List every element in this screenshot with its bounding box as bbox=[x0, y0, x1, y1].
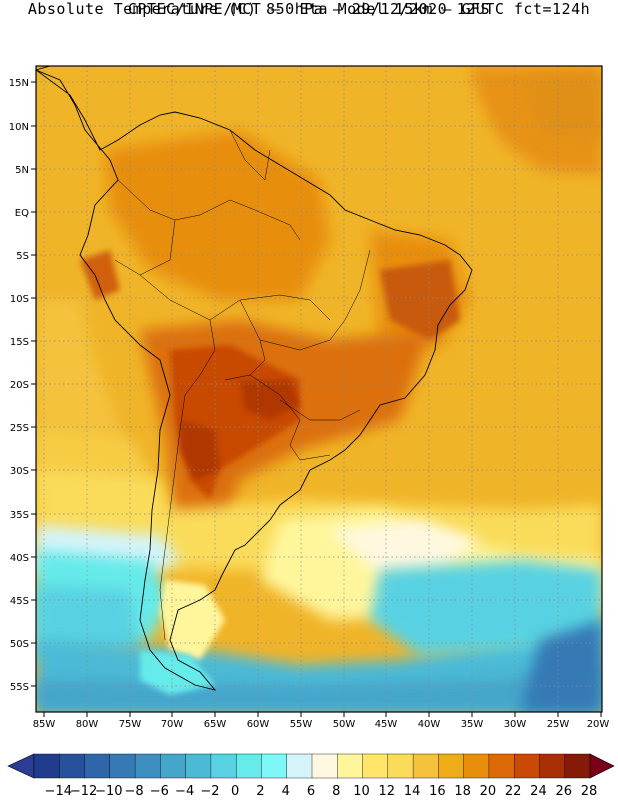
lon-label: 40W bbox=[418, 719, 441, 730]
colorbar-swatch bbox=[185, 753, 212, 779]
colorbar-swatches bbox=[33, 753, 591, 779]
colorbar-swatch bbox=[286, 753, 313, 779]
colorbar-overflow-arrow bbox=[589, 753, 615, 779]
colorbar-swatch bbox=[337, 753, 364, 779]
colorbar-swatch bbox=[210, 753, 237, 779]
lat-label: 25S bbox=[10, 423, 29, 434]
colorbar-swatch bbox=[109, 753, 136, 779]
lat-label: 10N bbox=[9, 122, 29, 133]
colorbar-swatch bbox=[463, 753, 490, 779]
colorbar-label: 6 bbox=[307, 784, 315, 799]
lat-label: 20S bbox=[10, 380, 29, 391]
colorbar-swatch bbox=[412, 753, 439, 779]
colorbar-swatch bbox=[362, 753, 389, 779]
colorbar-swatch bbox=[33, 753, 60, 779]
colorbar-label: 14 bbox=[404, 784, 421, 799]
axis-ticks bbox=[31, 81, 602, 717]
temperature-field bbox=[36, 66, 602, 712]
lon-label: 45W bbox=[375, 719, 398, 730]
lon-label: 30W bbox=[504, 719, 527, 730]
map-title-line-2: Absolute Temperature (C) 850hPa – 29/12/… bbox=[27, 0, 591, 18]
lon-label: 50W bbox=[333, 719, 356, 730]
colorbar-label: 26 bbox=[555, 784, 572, 799]
colorbar-label: 4 bbox=[282, 784, 290, 799]
plot-frame bbox=[35, 65, 603, 713]
colorbar-label: 20 bbox=[480, 784, 497, 799]
lat-label: 5N bbox=[15, 165, 29, 176]
colorbar-swatch bbox=[438, 753, 465, 779]
lat-label: 40S bbox=[10, 553, 29, 564]
lon-label: 85W bbox=[33, 719, 56, 730]
colorbar-swatch bbox=[539, 753, 566, 779]
country-borders bbox=[114, 129, 371, 641]
latitude-labels: 15N 10N 5N EQ 5S 10S 15S 20S 25S 30S 35S… bbox=[9, 78, 29, 693]
colorbar-swatch bbox=[84, 753, 111, 779]
lon-label: 25W bbox=[547, 719, 570, 730]
colorbar: −14−12−10 −8 −6 −4 −2 0 2 4 6 8 10 12 14 16 18 20 22 24 26… bbox=[7, 753, 615, 799]
lon-label: 55W bbox=[290, 719, 313, 730]
colorbar-label: −10 bbox=[95, 784, 122, 799]
colorbar-label: −14 bbox=[45, 784, 72, 799]
colorbar-label: −8 bbox=[125, 784, 144, 799]
colorbar-swatch bbox=[261, 753, 288, 779]
lat-label: 45S bbox=[10, 596, 29, 607]
colorbar-swatch bbox=[387, 753, 414, 779]
lat-label: 10S bbox=[10, 294, 29, 305]
colorbar-swatch bbox=[134, 753, 161, 779]
colorbar-label: 16 bbox=[429, 784, 446, 799]
lon-label: 60W bbox=[247, 719, 270, 730]
lat-label: EQ bbox=[15, 208, 29, 219]
colorbar-swatch bbox=[160, 753, 187, 779]
colorbar-swatch bbox=[59, 753, 86, 779]
map-title-line-1: CPTEC/INPE/MCT – Eta Model 15km – GFS bbox=[127, 0, 491, 18]
lat-label: 15S bbox=[10, 337, 29, 348]
lon-label: 70W bbox=[161, 719, 184, 730]
colorbar-label: −4 bbox=[175, 784, 194, 799]
colorbar-label: 2 bbox=[256, 784, 264, 799]
colorbar-label: 12 bbox=[379, 784, 396, 799]
coastlines bbox=[36, 66, 473, 691]
lat-label: 5S bbox=[16, 251, 29, 262]
colorbar-swatch bbox=[235, 753, 262, 779]
lat-label: 15N bbox=[9, 78, 29, 89]
colorbar-label: −2 bbox=[200, 784, 219, 799]
colorbar-swatch bbox=[513, 753, 540, 779]
lat-label: 30S bbox=[10, 466, 29, 477]
colorbar-label: 0 bbox=[231, 784, 239, 799]
lon-label: 65W bbox=[204, 719, 227, 730]
colorbar-label: −6 bbox=[150, 784, 169, 799]
lat-label: 50S bbox=[10, 639, 29, 650]
colorbar-label: 28 bbox=[581, 784, 598, 799]
colorbar-swatch bbox=[488, 753, 515, 779]
colorbar-labels: −14−12−10 −8 −6 −4 −2 0 2 4 6 8 10 12 14 16 18 20 22 24 26… bbox=[45, 784, 598, 799]
colorbar-label: 22 bbox=[505, 784, 522, 799]
lon-label: 35W bbox=[461, 719, 484, 730]
colorbar-label: 8 bbox=[332, 784, 340, 799]
colorbar-swatch bbox=[311, 753, 338, 779]
colorbar-underflow-arrow bbox=[7, 753, 35, 779]
colorbar-label: 24 bbox=[530, 784, 547, 799]
lon-label: 80W bbox=[76, 719, 99, 730]
lon-label: 20W bbox=[587, 719, 610, 730]
colorbar-swatch bbox=[564, 753, 591, 779]
colorbar-label: −12 bbox=[70, 784, 97, 799]
lon-label: 75W bbox=[119, 719, 142, 730]
colorbar-label: 10 bbox=[353, 784, 370, 799]
longitude-labels: 85W 80W 75W 70W 65W 60W 55W 50W 45W 40W … bbox=[33, 719, 610, 730]
colorbar-label: 18 bbox=[454, 784, 471, 799]
lat-label: 35S bbox=[10, 510, 29, 521]
lat-label: 55S bbox=[10, 682, 29, 693]
